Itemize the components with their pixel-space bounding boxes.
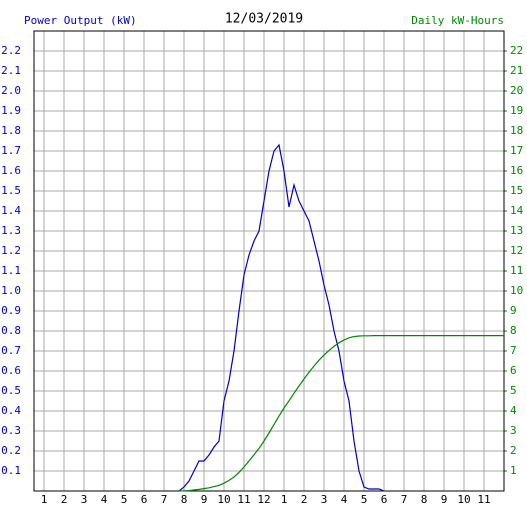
- data-line: [178, 143, 385, 492]
- x-tick-label: 10: [217, 493, 230, 506]
- y2-tick-label: 19: [510, 104, 523, 117]
- x-tick-label: 9: [201, 493, 208, 506]
- x-tick-label: 8: [181, 493, 188, 506]
- y2-tick-label: 16: [510, 164, 523, 177]
- y-tick-label: 1.6: [1, 164, 21, 177]
- y2-tick-label: 3: [510, 424, 517, 437]
- y2-tick-label: 21: [510, 64, 523, 77]
- y-tick-label: 1.0: [1, 284, 21, 297]
- x-tick-label: 1: [41, 493, 48, 506]
- y2-tick-label: 15: [510, 184, 523, 197]
- data-line: [178, 335, 504, 492]
- y-tick-label: 1.2: [1, 244, 21, 257]
- y-tick-label: 1.4: [1, 204, 21, 217]
- y2-tick-label: 10: [510, 284, 523, 297]
- y2-tick-label: 17: [510, 144, 523, 157]
- y2-tick-label: 1: [510, 464, 517, 477]
- plot-border: [33, 30, 505, 492]
- x-tick-label: 9: [441, 493, 448, 506]
- chart-title: 12/03/2019: [225, 12, 303, 27]
- x-tick-label: 3: [81, 493, 88, 506]
- x-tick-label: 7: [401, 493, 408, 506]
- y-tick-label: 1.3: [1, 224, 21, 237]
- x-tick-label: 11: [477, 493, 490, 506]
- x-tick-label: 3: [321, 493, 328, 506]
- x-tick-label: 5: [361, 493, 368, 506]
- x-tick-label: 8: [421, 493, 428, 506]
- y-tick-label: 1.7: [1, 144, 21, 157]
- y-tick-label: 0.7: [1, 344, 21, 357]
- x-tick-label: 2: [61, 493, 68, 506]
- x-tick-label: 6: [141, 493, 148, 506]
- y-axis-label: Power Output (kW): [24, 14, 137, 27]
- x-tick-label: 1: [281, 493, 288, 506]
- y2-tick-label: 4: [510, 404, 517, 417]
- y-tick-label: 2.0: [1, 84, 21, 97]
- y-tick-label: 0.2: [1, 444, 21, 457]
- x-tick-label: 7: [161, 493, 168, 506]
- x-tick-label: 4: [341, 493, 348, 506]
- y2-tick-label: 9: [510, 304, 517, 317]
- y2-tick-label: 7: [510, 344, 517, 357]
- y2-tick-label: 20: [510, 84, 523, 97]
- x-tick-label: 5: [121, 493, 128, 506]
- y2-tick-label: 13: [510, 224, 523, 237]
- y2-tick-label: 12: [510, 244, 523, 257]
- x-tick-label: 12: [257, 493, 270, 506]
- y-tick-label: 1.9: [1, 104, 21, 117]
- y-tick-label: 0.8: [1, 324, 21, 337]
- x-tick-label: 11: [237, 493, 250, 506]
- y-tick-label: 0.4: [1, 404, 21, 417]
- x-tick-label: 2: [301, 493, 308, 506]
- y2-tick-label: 5: [510, 384, 517, 397]
- y-tick-label: 0.6: [1, 364, 21, 377]
- y2-tick-label: 2: [510, 444, 517, 457]
- y-tick-label: 0.9: [1, 304, 21, 317]
- x-tick-label: 4: [101, 493, 108, 506]
- y-tick-label: 1.8: [1, 124, 21, 137]
- y-tick-label: 2.2: [1, 44, 21, 57]
- y2-tick-label: 6: [510, 364, 517, 377]
- y-tick-label: 0.5: [1, 384, 21, 397]
- y2-axis-label: Daily kW-Hours: [411, 14, 504, 27]
- y-tick-label: 1.5: [1, 184, 21, 197]
- y-tick-label: 0.3: [1, 424, 21, 437]
- y2-tick-label: 8: [510, 324, 517, 337]
- y-tick-label: 1.1: [1, 264, 21, 277]
- y2-tick-label: 18: [510, 124, 523, 137]
- y-tick-label: 2.1: [1, 64, 21, 77]
- y2-tick-label: 14: [510, 204, 524, 217]
- x-tick-label: 10: [457, 493, 470, 506]
- y-tick-label: 0.1: [1, 464, 21, 477]
- y2-tick-label: 11: [510, 264, 523, 277]
- y2-tick-label: 22: [510, 44, 523, 57]
- x-tick-label: 6: [381, 493, 388, 506]
